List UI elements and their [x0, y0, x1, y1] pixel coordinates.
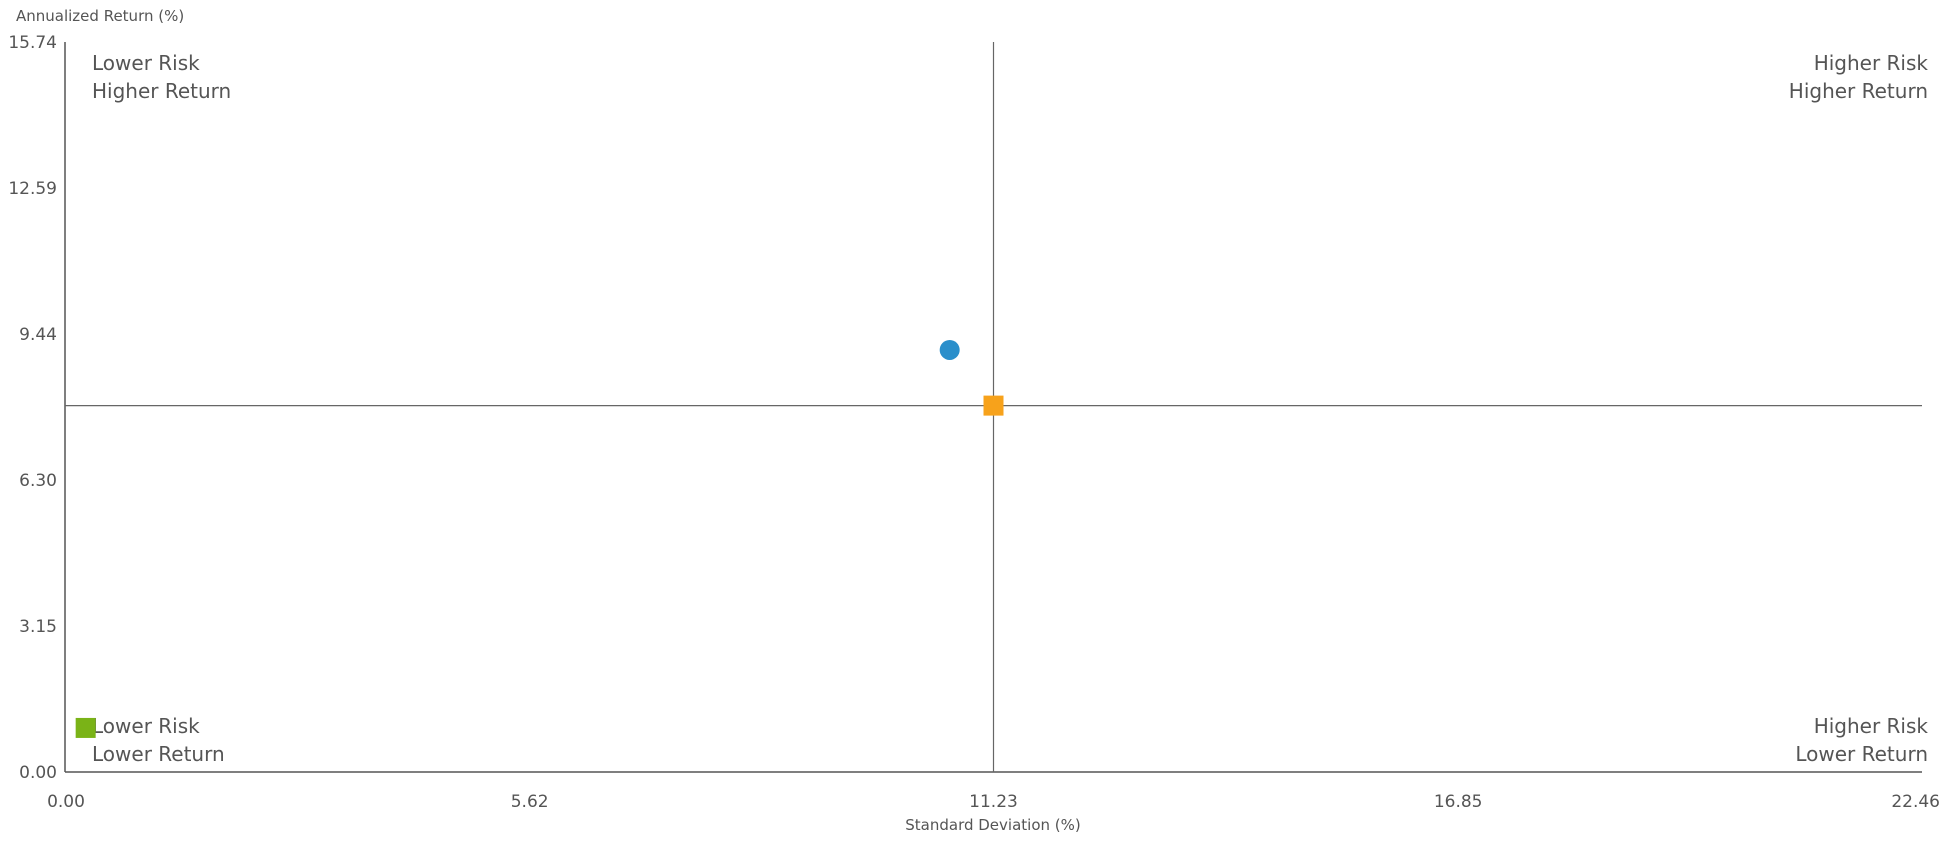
y-tick-label-0: 0.00: [19, 763, 57, 783]
data-point-0: [939, 339, 960, 360]
y-axis-title: Annualized Return (%): [16, 7, 184, 25]
quadrant-top-left-line1: Lower Risk: [92, 51, 200, 75]
y-tick-label-4: 12.59: [8, 179, 57, 199]
quadrant-top-left-line2: Higher Return: [92, 79, 231, 103]
y-tick-label-5: 15.74: [8, 33, 57, 53]
quadrant-label-top-left: Lower Risk Higher Return: [92, 51, 231, 103]
x-tick-label-1: 5.62: [511, 792, 549, 812]
data-point-1: [983, 395, 1004, 416]
quadrant-bottom-right-line2: Lower Return: [1795, 742, 1928, 766]
y-tick-label-1: 3.15: [19, 617, 57, 637]
quadrant-bottom-left-line2: Lower Return: [92, 742, 225, 766]
quadrant-bottom-left-line1: Lower Risk: [92, 714, 200, 738]
quadrant-label-bottom-left: Lower Risk Lower Return: [92, 714, 225, 766]
x-tick-label-4: 22.46: [1891, 792, 1940, 812]
data-point-2: [75, 717, 96, 738]
quadrant-bottom-right-line1: Higher Risk: [1814, 714, 1929, 738]
y-tick-label-2: 6.30: [19, 471, 57, 491]
quadrant-top-right-line2: Higher Return: [1789, 79, 1928, 103]
x-tick-label-2: 11.23: [969, 792, 1018, 812]
x-tick-label-3: 16.85: [1434, 792, 1483, 812]
quadrant-top-right-line1: Higher Risk: [1814, 51, 1929, 75]
x-axis-title: Standard Deviation (%): [905, 816, 1080, 834]
y-tick-label-3: 9.44: [19, 325, 57, 345]
quadrant-label-bottom-right: Higher Risk Lower Return: [1795, 714, 1928, 766]
x-tick-label-0: 0.00: [47, 792, 85, 812]
quadrant-label-top-right: Higher Risk Higher Return: [1789, 51, 1929, 103]
